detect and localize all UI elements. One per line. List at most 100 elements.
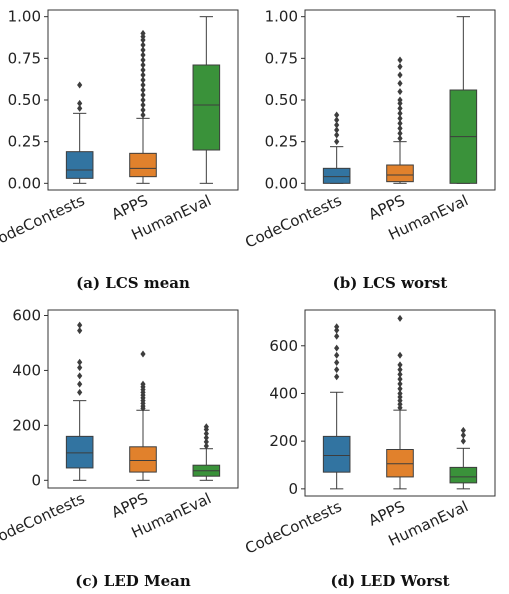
box-codecontests — [65, 321, 94, 481]
outlier-point — [140, 71, 146, 79]
box-iqr — [386, 449, 414, 478]
outlier-point — [397, 88, 403, 96]
box-codecontests — [322, 323, 351, 490]
outlier-point — [334, 138, 340, 146]
outlier-point — [460, 437, 466, 445]
outlier-point — [397, 63, 403, 71]
outlier-point — [397, 134, 403, 142]
outlier-point — [397, 119, 403, 127]
outlier-point — [397, 404, 403, 412]
outlier-point — [397, 366, 403, 374]
box-iqr — [322, 167, 351, 184]
outlier-point — [140, 350, 146, 358]
box-iqr — [386, 164, 414, 183]
y-tick-label: 1.00 — [265, 8, 298, 26]
box-apps — [386, 56, 414, 184]
y-tick-label: 600 — [269, 337, 298, 355]
y-tick-label: 400 — [12, 361, 41, 379]
outlier-point — [334, 111, 340, 119]
outlier-point — [397, 314, 403, 322]
outlier-point — [140, 101, 146, 109]
x-tick-label: CodeContests — [0, 489, 88, 549]
box-iqr — [322, 435, 351, 473]
y-tick-label: 0.50 — [265, 91, 298, 109]
y-tick-label: 0.75 — [8, 49, 41, 67]
outlier-point — [77, 104, 83, 112]
y-tick-label: 0 — [288, 480, 298, 498]
outlier-point — [334, 126, 340, 134]
x-tick-label: CodeContests — [242, 191, 344, 251]
box-iqr — [129, 152, 157, 178]
outlier-point — [397, 124, 403, 132]
outlier-point — [140, 41, 146, 49]
outlier-point — [140, 66, 146, 74]
outlier-point — [140, 29, 146, 37]
outlier-point — [334, 131, 340, 139]
y-tick-label: 0.00 — [265, 174, 298, 192]
x-tick-label: CodeContests — [242, 497, 344, 557]
outlier-point — [397, 114, 403, 122]
box-iqr — [65, 151, 94, 179]
panel-caption: (b) LCS worst — [333, 274, 448, 292]
outlier-point — [397, 375, 403, 383]
outlier-point — [77, 321, 83, 329]
plot-frame — [304, 309, 496, 497]
outlier-point — [397, 393, 403, 401]
outlier-point — [203, 423, 209, 431]
y-tick-label: 0.50 — [8, 91, 41, 109]
box-humaneval — [192, 423, 221, 481]
outlier-point — [334, 121, 340, 129]
outlier-point — [203, 438, 209, 446]
box-iqr — [65, 435, 94, 469]
outlier-point — [203, 430, 209, 438]
outlier-point — [140, 56, 146, 64]
y-tick-label: 0.00 — [8, 174, 41, 192]
outlier-point — [397, 389, 403, 397]
panel-caption: (a) LCS mean — [76, 274, 190, 292]
outlier-point — [140, 76, 146, 84]
outlier-point — [334, 116, 340, 124]
outlier-point — [397, 96, 403, 104]
y-tick-label: 0.75 — [265, 49, 298, 67]
outlier-point — [460, 431, 466, 439]
y-tick-label: 200 — [269, 432, 298, 450]
box-iqr — [129, 446, 157, 473]
box-iqr — [449, 466, 478, 484]
panel-caption: (d) LED Worst — [330, 572, 449, 590]
outlier-point — [334, 351, 340, 359]
outlier-point — [334, 323, 340, 331]
outlier-point — [140, 51, 146, 59]
outlier-point — [397, 56, 403, 64]
y-tick-label: 600 — [12, 306, 41, 324]
outlier-point — [140, 111, 146, 119]
box-apps — [386, 314, 414, 490]
outlier-point — [140, 86, 146, 94]
outlier-point — [203, 442, 209, 450]
outlier-point — [77, 380, 83, 388]
y-tick-label: 200 — [12, 416, 41, 434]
outlier-point — [397, 385, 403, 393]
y-tick-label: 0 — [31, 471, 41, 489]
outlier-point — [334, 373, 340, 381]
x-tick-label: APPS — [109, 191, 151, 223]
x-tick-label: APPS — [366, 191, 408, 223]
outlier-point — [140, 380, 146, 388]
outlier-point — [397, 361, 403, 369]
outlier-point — [77, 358, 83, 366]
box-apps — [129, 350, 157, 481]
box-iqr — [192, 64, 221, 151]
outlier-point — [77, 364, 83, 372]
outlier-point — [397, 71, 403, 79]
x-tick-label: APPS — [109, 489, 151, 521]
plot-frame — [47, 309, 239, 489]
outlier-point — [397, 79, 403, 87]
outlier-point — [397, 129, 403, 137]
y-tick-label: 0.25 — [265, 133, 298, 151]
box-humaneval — [449, 426, 478, 490]
outlier-point — [334, 326, 340, 334]
outlier-point — [334, 344, 340, 352]
